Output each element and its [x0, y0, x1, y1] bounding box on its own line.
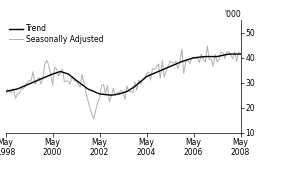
Text: '000: '000	[224, 10, 241, 19]
Legend: Trend, Seasonally Adjusted: Trend, Seasonally Adjusted	[9, 24, 104, 44]
